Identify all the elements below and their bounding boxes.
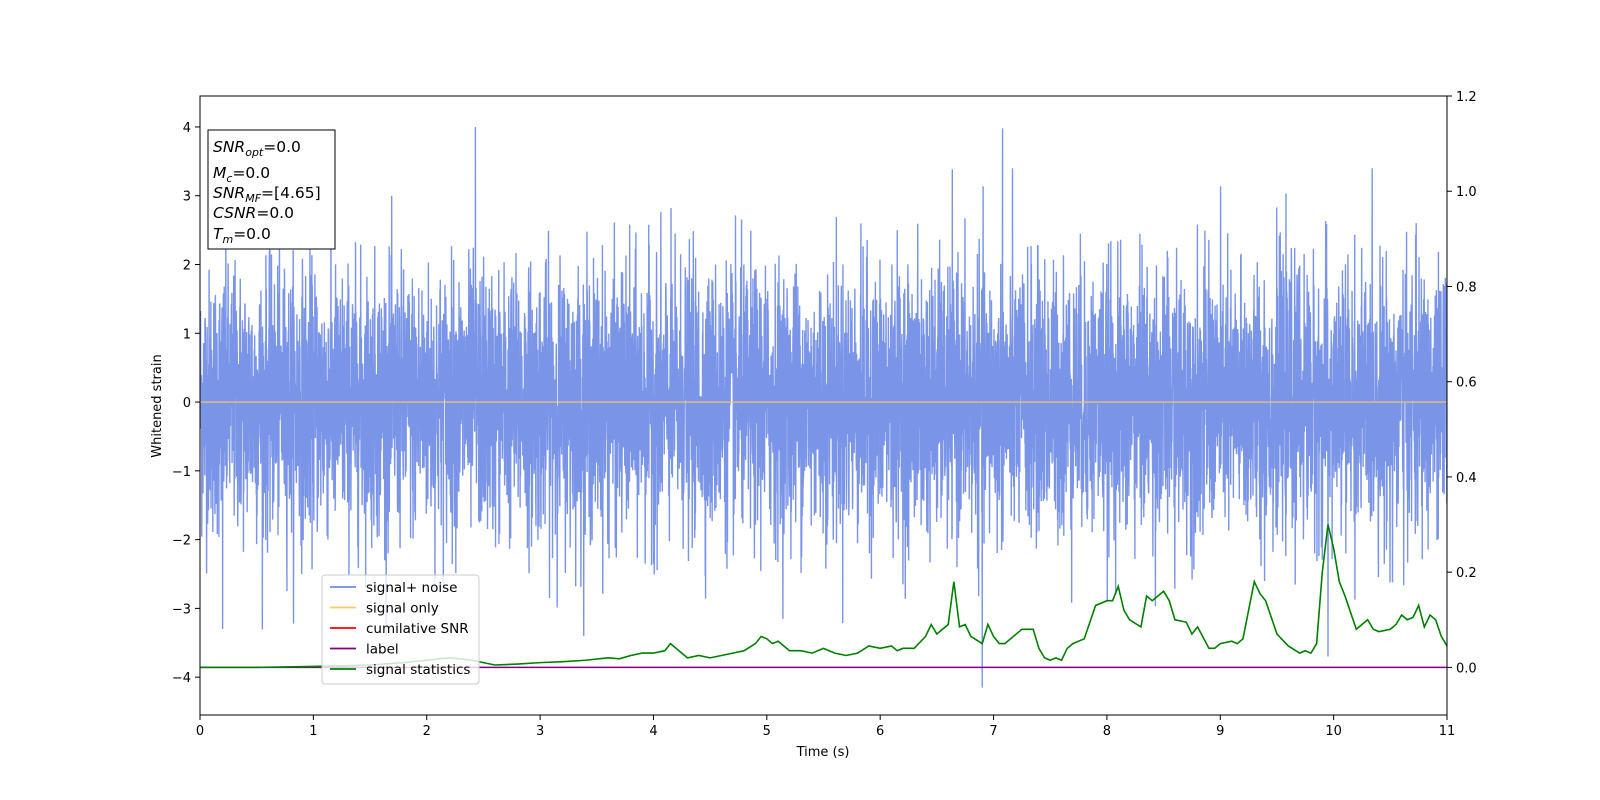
y-tick-label: −3 [172, 602, 191, 617]
y-tick-label: 2 [183, 259, 191, 274]
x-tick-label: 4 [649, 724, 657, 739]
y-tick-label: −1 [172, 465, 191, 480]
y2-tick-label: 0.4 [1456, 471, 1477, 486]
x-tick-label: 8 [1103, 724, 1111, 739]
y-tick-label: −4 [172, 671, 191, 686]
y2-tick-label: 1.0 [1456, 185, 1477, 200]
y-tick-label: 0 [183, 396, 191, 411]
y-tick-label: −2 [172, 534, 191, 549]
x-axis-label: Time (s) [796, 745, 850, 760]
x-tick-label: 1 [309, 724, 317, 739]
x-tick-label: 6 [876, 724, 884, 739]
y-tick-label: 4 [183, 121, 191, 136]
y-tick-label: 3 [183, 190, 191, 205]
info-mc: Mc=0.0 [213, 164, 270, 185]
legend: signal+ noise signal only cumilative SNR la… [321, 574, 480, 685]
y2-tick-label: 0.0 [1456, 661, 1477, 676]
x-axis: 0 1 2 3 4 5 6 7 8 9 10 11 [196, 715, 1455, 739]
y2-tick-label: 1.2 [1456, 90, 1477, 105]
info-snr-mf: SNRMF=[4.65] [213, 184, 321, 205]
legend-label: cumilative SNR [366, 621, 469, 637]
y2-tick-label: 0.8 [1456, 280, 1477, 295]
legend-label: signal only [366, 601, 439, 617]
info-csnr: CSNR=0.0 [213, 204, 294, 222]
x-tick-label: 9 [1216, 724, 1224, 739]
y2-tick-label: 0.2 [1456, 566, 1477, 581]
series-signal-statistics [200, 524, 1447, 669]
series-signal-noise [200, 126, 1447, 688]
y2-tick-label: 0.6 [1456, 376, 1477, 391]
y-axis-left: −4 −3 −2 −1 0 1 2 3 4 [172, 121, 200, 686]
x-tick-label: 0 [196, 724, 204, 739]
info-snr-opt: SNRopt=0.0 [213, 138, 301, 159]
plot-frame [199, 95, 1448, 716]
x-tick-label: 10 [1325, 724, 1342, 739]
x-tick-label: 3 [536, 724, 544, 739]
info-tm: Tm=0.0 [213, 225, 271, 246]
legend-label: signal+ noise [366, 580, 457, 596]
info-box: SNRopt=0.0 Mc=0.0 SNRMF=[4.65] CSNR=0.0 … [207, 129, 336, 250]
legend-label: label [366, 642, 399, 658]
x-tick-label: 2 [423, 724, 431, 739]
y-axis-label: Whitened strain [150, 354, 165, 457]
legend-label: signal statistics [366, 662, 470, 678]
x-tick-label: 11 [1439, 724, 1456, 739]
y-axis-right: 0.0 0.2 0.4 0.6 0.8 1.0 1.2 [1447, 90, 1477, 676]
x-tick-label: 7 [989, 724, 997, 739]
x-tick-label: 5 [763, 724, 771, 739]
y-tick-label: 1 [183, 327, 191, 342]
